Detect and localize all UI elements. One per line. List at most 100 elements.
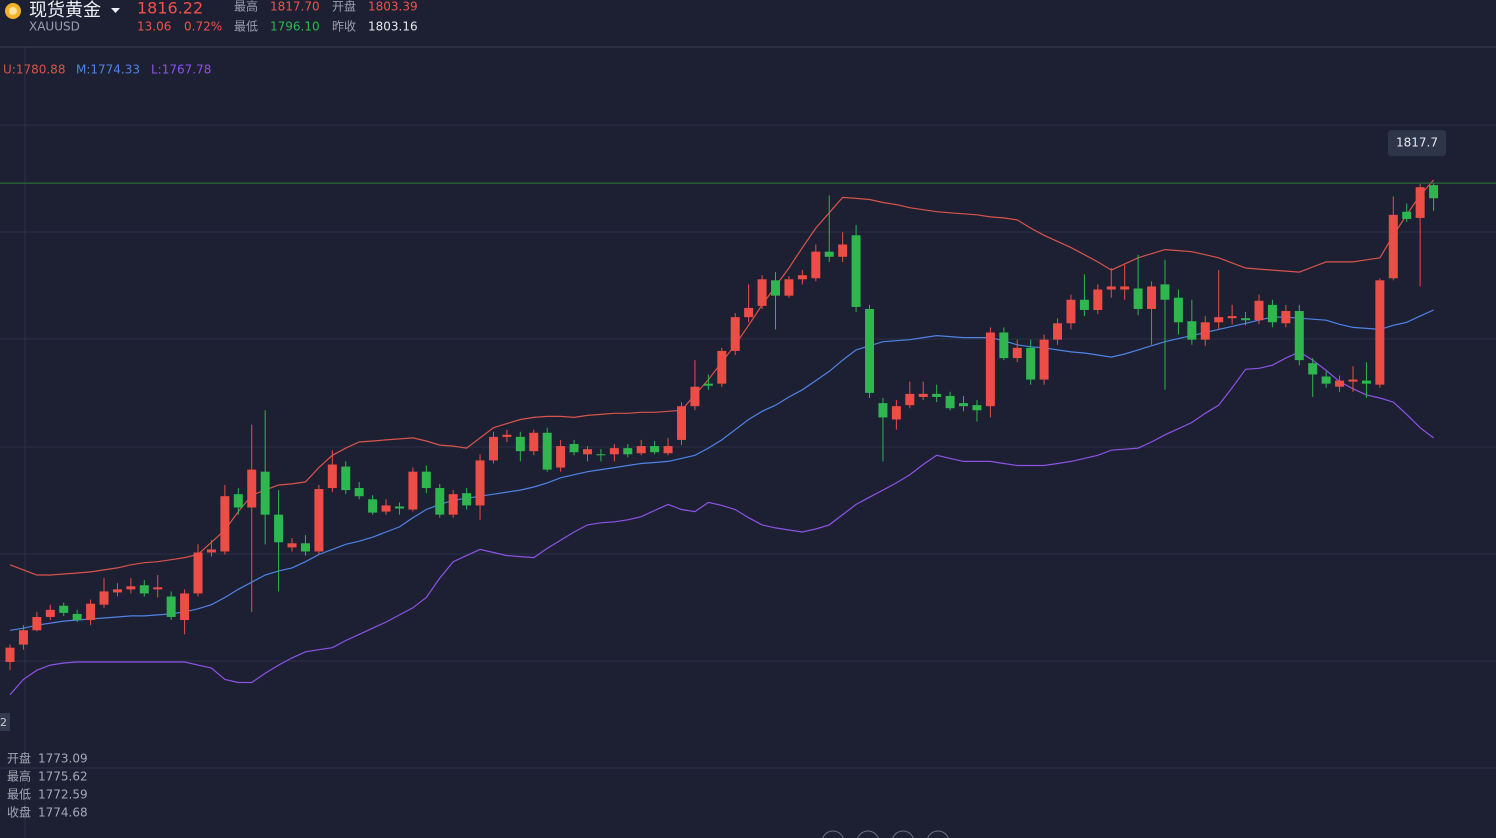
candle-body — [1093, 289, 1103, 310]
indicator-value: M:1774.33 — [76, 63, 140, 77]
stat-label: 最低 — [234, 20, 258, 34]
candle-body — [1429, 185, 1439, 199]
candle-body — [1348, 379, 1358, 382]
candle-body — [1294, 311, 1304, 361]
ohlc-label: 收盘 — [7, 805, 31, 820]
candle-body — [744, 307, 754, 318]
stat-label: 最高 — [234, 0, 258, 14]
candle-body — [72, 613, 82, 621]
candle-body — [1187, 321, 1197, 340]
toolbar-button[interactable] — [822, 830, 844, 838]
candle-body — [260, 471, 270, 515]
candle-body — [677, 406, 686, 440]
ohlc-label: 最低 — [7, 788, 31, 802]
dropdown-arrow[interactable] — [111, 8, 120, 13]
candle-body — [327, 464, 337, 489]
candle-body — [569, 444, 579, 453]
candle-body — [1133, 288, 1143, 309]
candle-body — [354, 488, 364, 497]
band-line — [9, 351, 1434, 696]
edge-price-label: 2 — [0, 716, 7, 729]
candle-body — [703, 383, 713, 386]
candle-body — [945, 395, 955, 409]
candle-body — [1012, 347, 1022, 359]
toolbar-button[interactable] — [927, 830, 949, 838]
candle-body — [582, 449, 592, 455]
candle-body — [690, 386, 700, 407]
candle-body — [784, 279, 794, 296]
toolbar-button[interactable] — [892, 830, 914, 838]
candle-body — [408, 471, 418, 510]
ohlc-value: 1774.68 — [38, 806, 88, 820]
candle-body — [542, 432, 552, 470]
instrument-name[interactable]: 现货黄金 — [29, 0, 101, 21]
candle-body — [1335, 380, 1345, 387]
plot — [5, 179, 1439, 696]
candle-body — [435, 488, 445, 515]
candle-body — [1267, 304, 1277, 323]
candle-body — [1066, 299, 1076, 324]
candle-body — [623, 448, 633, 455]
change-pct: 0.72% — [184, 20, 222, 34]
candle-body — [139, 585, 149, 594]
stat-value: 1803.39 — [368, 0, 418, 14]
candle-body — [1308, 363, 1318, 375]
candle-body — [341, 466, 351, 491]
candle-body — [394, 506, 404, 509]
candle-body — [99, 591, 109, 605]
candle-body — [730, 317, 740, 351]
candle-body — [918, 393, 928, 397]
stat-label: 昨收 — [332, 20, 356, 34]
candle-body — [1200, 322, 1210, 340]
edge-price-tag — [0, 713, 10, 731]
candle-body — [1361, 380, 1371, 384]
candle-body — [663, 446, 673, 454]
candle-body — [86, 603, 96, 621]
ohlc-readout: 开盘 1773.09 最高 1775.62 最低 1772.59 收盘 1774.68 — [7, 751, 88, 820]
candle-body — [488, 436, 498, 461]
candle-body — [985, 332, 995, 407]
price: 1816.22 — [137, 0, 203, 18]
toolbar-button[interactable] — [857, 830, 879, 838]
candle-body — [166, 596, 176, 617]
grid — [0, 47, 1496, 838]
candle-body — [287, 543, 297, 548]
crosshair-tooltip — [1388, 130, 1446, 157]
candle-body — [609, 448, 619, 455]
candle-body — [381, 505, 391, 512]
ohlc-label: 最高 — [7, 769, 31, 784]
candle-body — [515, 436, 525, 452]
candle-body — [811, 251, 821, 279]
candle-body — [1026, 347, 1036, 380]
candle-body — [1415, 187, 1425, 218]
candle-body — [462, 493, 472, 506]
ohlc-label: 开盘 — [7, 751, 31, 766]
candle-body — [45, 609, 55, 617]
candle-body — [932, 393, 942, 397]
candle-body — [1227, 316, 1237, 319]
candle-body — [1039, 339, 1049, 380]
candle-body — [636, 446, 646, 454]
candle-body — [838, 244, 848, 257]
ohlc-value: 1775.62 — [38, 770, 88, 784]
candle-body — [368, 499, 378, 513]
candle-body — [180, 593, 190, 621]
candle-body — [959, 403, 969, 407]
candle-body — [153, 587, 163, 590]
candle-body — [1214, 317, 1224, 323]
stat-value: 1796.10 — [270, 20, 320, 34]
candle-body — [5, 647, 15, 662]
indicator-readout: U:1780.88 M:1774.33 L:1767.78 — [3, 63, 211, 77]
candle-body — [32, 616, 42, 631]
candle-body — [126, 586, 136, 590]
candle-body — [529, 432, 539, 452]
candle-body — [1147, 286, 1157, 309]
candle-body — [556, 446, 566, 468]
candle-body — [1375, 280, 1385, 385]
candle-body — [1321, 376, 1331, 384]
candle-body — [650, 446, 660, 453]
candle-body — [972, 405, 982, 411]
candle-body — [1120, 286, 1130, 290]
indicator-value: U:1780.88 — [3, 63, 65, 77]
